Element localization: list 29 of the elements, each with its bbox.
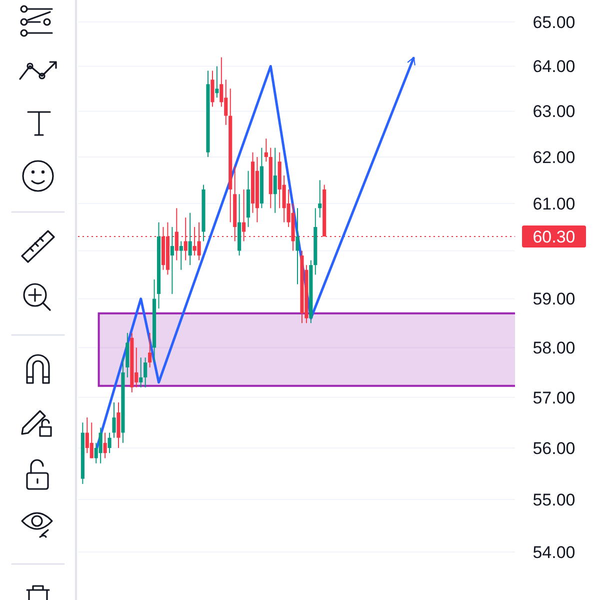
y-tick-label: 56.00 [532,438,576,458]
candlestick [273,147,277,214]
candlestick [264,138,268,162]
y-tick-label: 57.00 [532,388,576,408]
candlestick [296,208,300,285]
y-tick-label: 62.00 [532,148,576,167]
y-tick-label: 54.00 [532,542,576,562]
candlestick [188,212,192,266]
candlestick [103,432,107,459]
y-tick-label: 65.00 [532,12,576,32]
ref-line-label: 60.30 [532,227,576,246]
y-tick-label: 58.00 [532,338,576,358]
y-tick-label: 59.00 [532,290,576,309]
candlestick [318,180,322,218]
candlestick [170,226,174,294]
candlestick [210,70,214,108]
candlestick [148,332,152,368]
y-tick-label: 63.00 [532,102,576,122]
y-tick-label: 55.00 [532,490,576,510]
candlestick [179,240,183,270]
candlestick [108,432,112,454]
candlestick [139,357,143,388]
candlestick [215,66,219,98]
candlestick [90,422,94,459]
y-tick-label: 64.00 [532,57,576,76]
candlestick [98,427,102,464]
y-tick-label: 61.00 [532,194,576,214]
candlestick [144,357,148,388]
candlestick [112,402,116,438]
